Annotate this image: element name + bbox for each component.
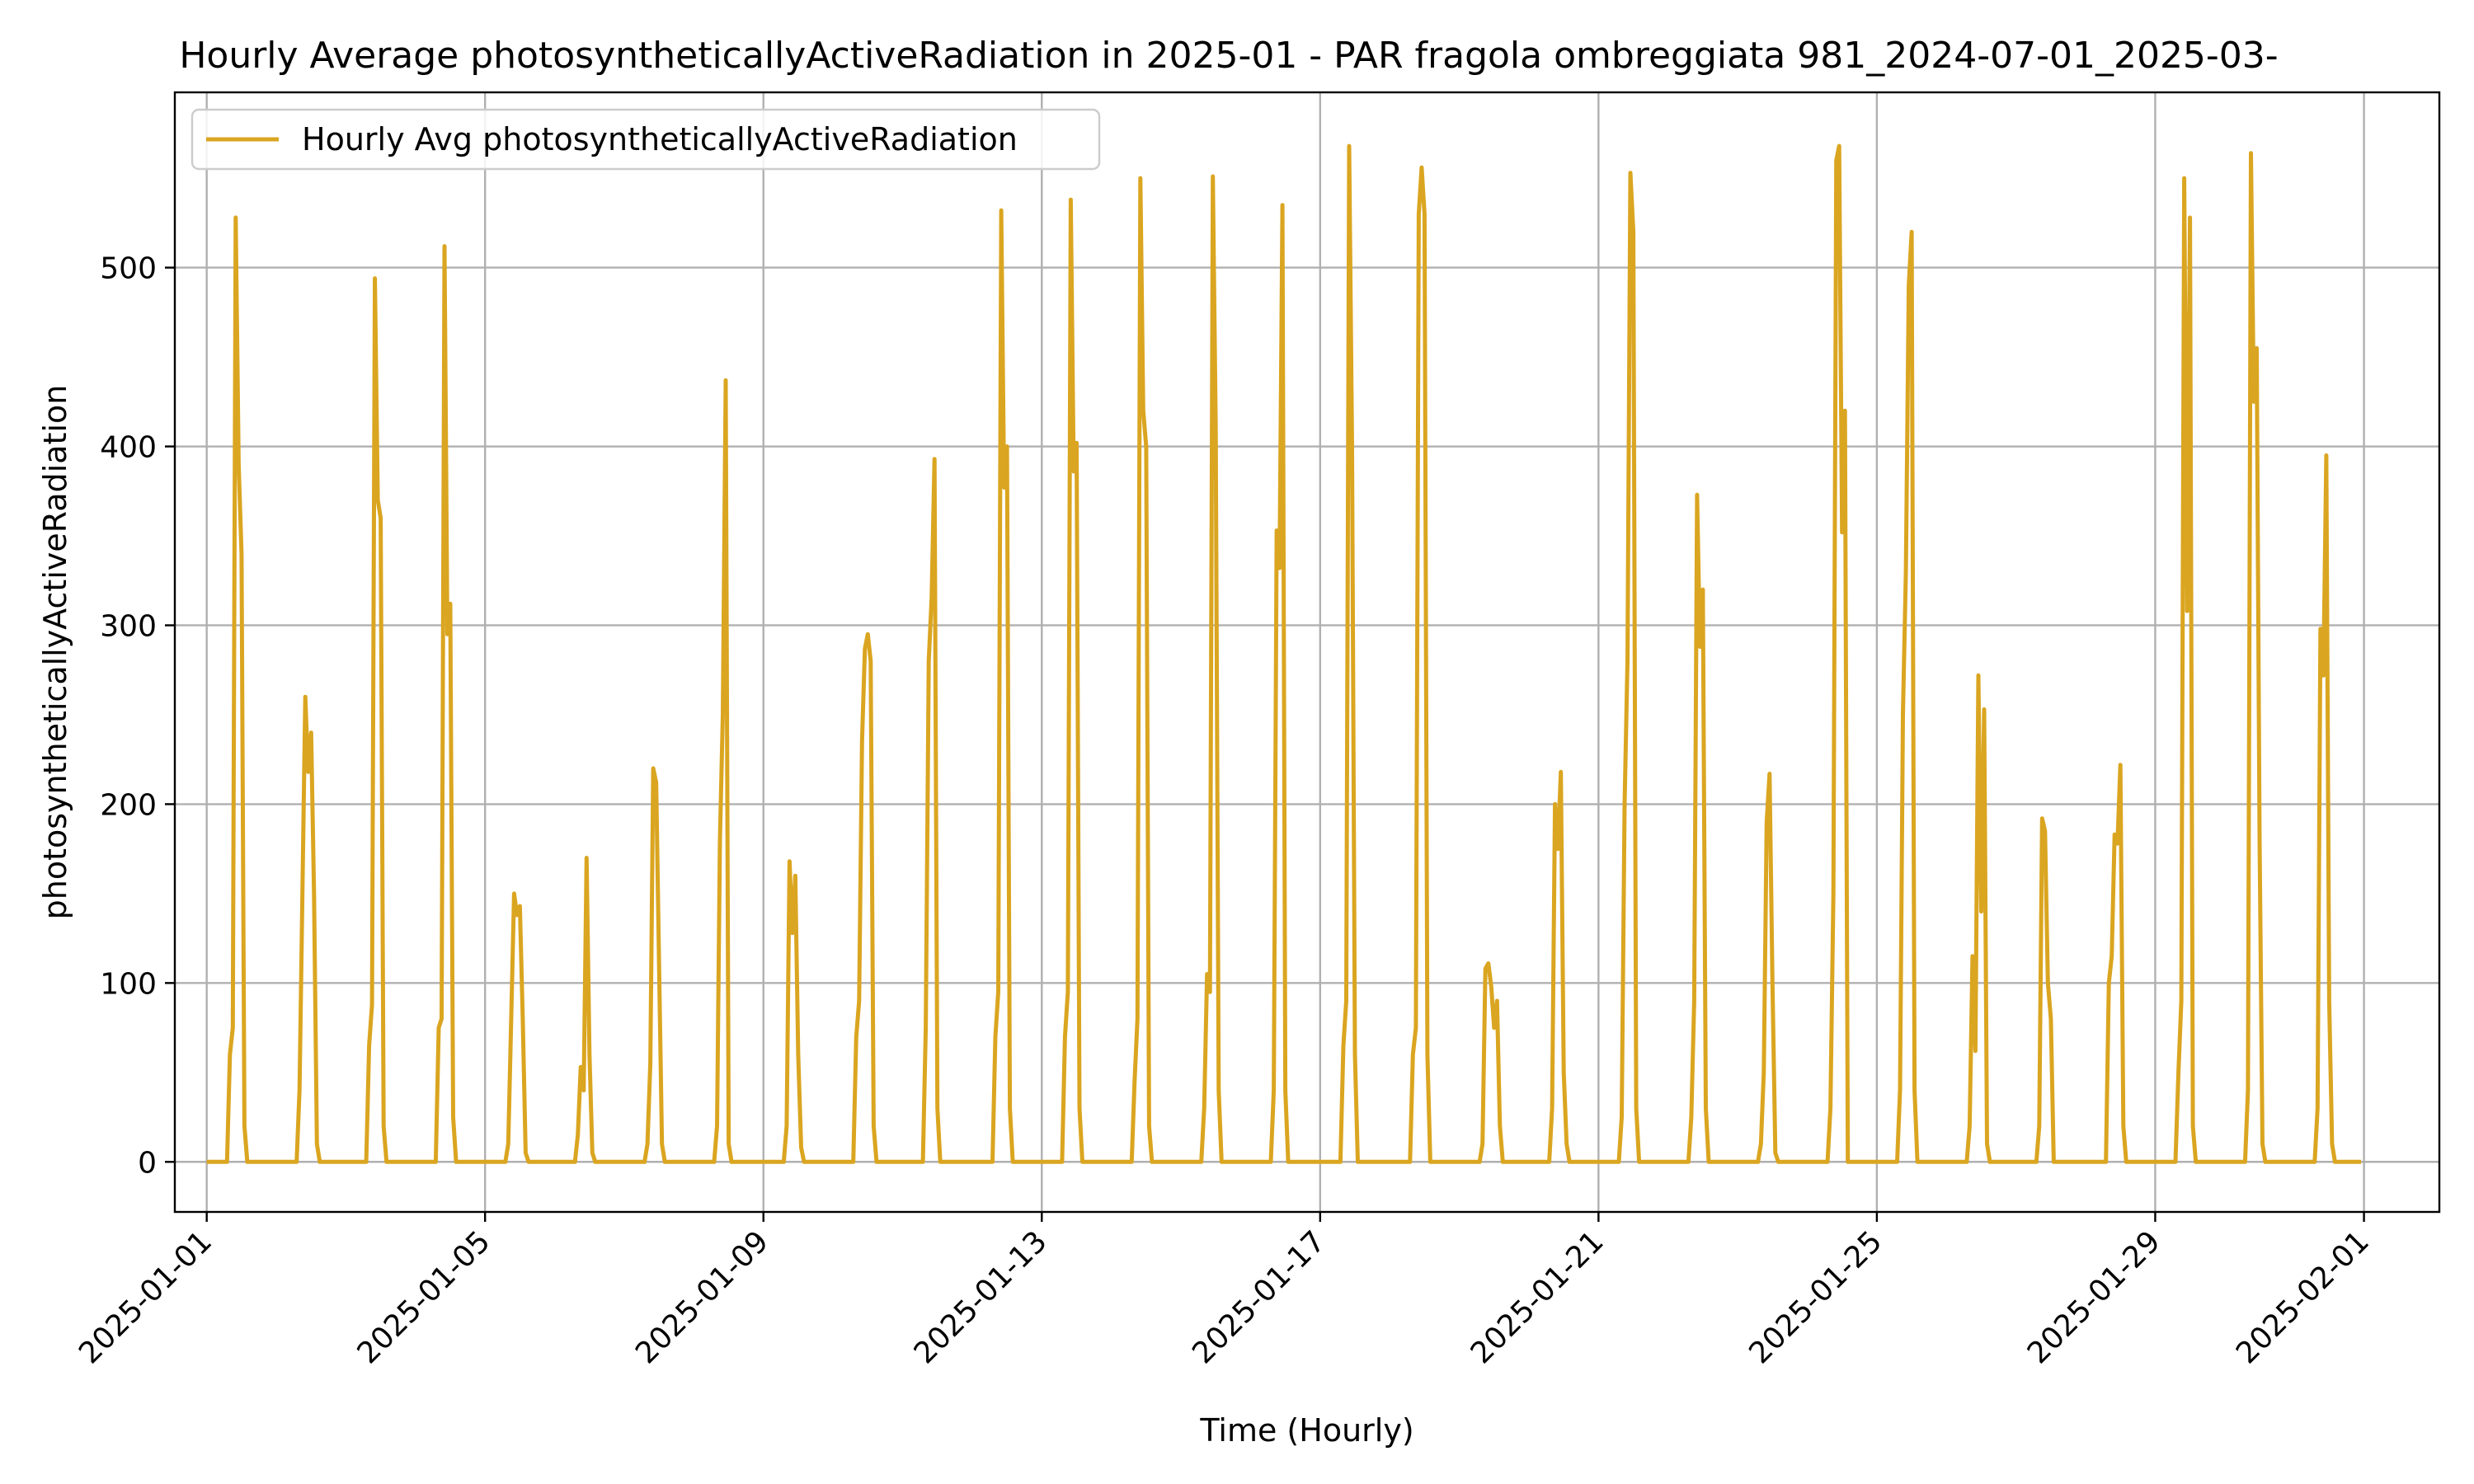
plot-area-frame: [173, 91, 2441, 1214]
x-gridlines: [205, 92, 2365, 1212]
chart-title: Hourly Average photosyntheticallyActiveR…: [179, 35, 2278, 77]
y-tick-label: 500: [100, 252, 157, 286]
y-tick-label: 400: [100, 431, 157, 465]
y-tick-label: 200: [100, 788, 157, 822]
legend-label: Hourly Avg photosyntheticallyActiveRadia…: [302, 121, 1018, 157]
y-tick-label: 0: [138, 1146, 157, 1180]
y-tick-label: 300: [100, 609, 157, 643]
series-line-hourly-avg-par: [206, 143, 2362, 1164]
legend-box: [190, 108, 1101, 171]
y-axis: 0 100 200 300 400 500: [100, 252, 175, 1180]
y-axis-label: photosyntheticallyActiveRadiation: [37, 385, 73, 920]
x-axis-label: Time (Hourly): [1199, 1412, 1413, 1449]
legend: Hourly Avg photosyntheticallyActiveRadia…: [190, 108, 1101, 171]
y-tick-label: 100: [100, 967, 157, 1001]
